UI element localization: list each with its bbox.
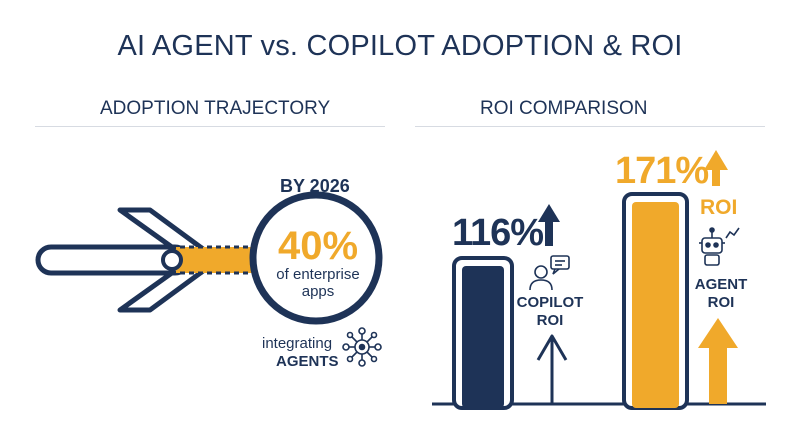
main-title: AI AGENT vs. COPILOT ADOPTION & ROI xyxy=(117,30,683,62)
agent-big-arrow-icon xyxy=(698,318,738,404)
robot-icon xyxy=(699,227,740,266)
left-divider xyxy=(35,126,385,127)
agent-roi-word: ROI xyxy=(700,196,738,219)
right-divider xyxy=(415,126,765,127)
copilot-roi-label: COPILOT ROI xyxy=(514,294,586,330)
copilot-roi-value: 116% xyxy=(452,212,544,254)
integrating-label: integrating xyxy=(262,335,333,352)
agents-label: AGENTS xyxy=(276,353,339,370)
copilot-label-line-2: ROI xyxy=(536,312,564,329)
agent-label-line-2: ROI xyxy=(707,294,735,311)
person-chat-icon xyxy=(529,255,570,291)
progress-connector xyxy=(176,247,262,273)
adoption-percent: 40% xyxy=(277,224,359,268)
agent-roi-label: AGENT ROI xyxy=(688,276,754,312)
copilot-label-line-1: COPILOT xyxy=(516,294,584,311)
connector-dot xyxy=(161,249,183,271)
adoption-description: of enterprise apps xyxy=(258,266,378,300)
copilot-outline-arrow-icon xyxy=(536,334,568,404)
year-label: BY 2026 xyxy=(280,176,350,196)
agent-roi-value: 171% xyxy=(615,150,709,192)
description-line-2: apps xyxy=(301,283,335,300)
roi-section-title: ROI COMPARISON xyxy=(480,98,648,119)
agent-label-line-1: AGENT xyxy=(694,276,748,293)
network-icon xyxy=(342,327,382,367)
agent-bar-fill xyxy=(632,202,679,408)
adoption-section-title: ADOPTION TRAJECTORY xyxy=(100,98,331,119)
agent-up-arrow-icon xyxy=(704,150,728,186)
adoption-circle xyxy=(249,191,383,325)
copilot-up-arrow-icon xyxy=(538,204,560,246)
copilot-bar-fill xyxy=(462,266,504,408)
description-line-1: of enterprise xyxy=(276,266,360,283)
